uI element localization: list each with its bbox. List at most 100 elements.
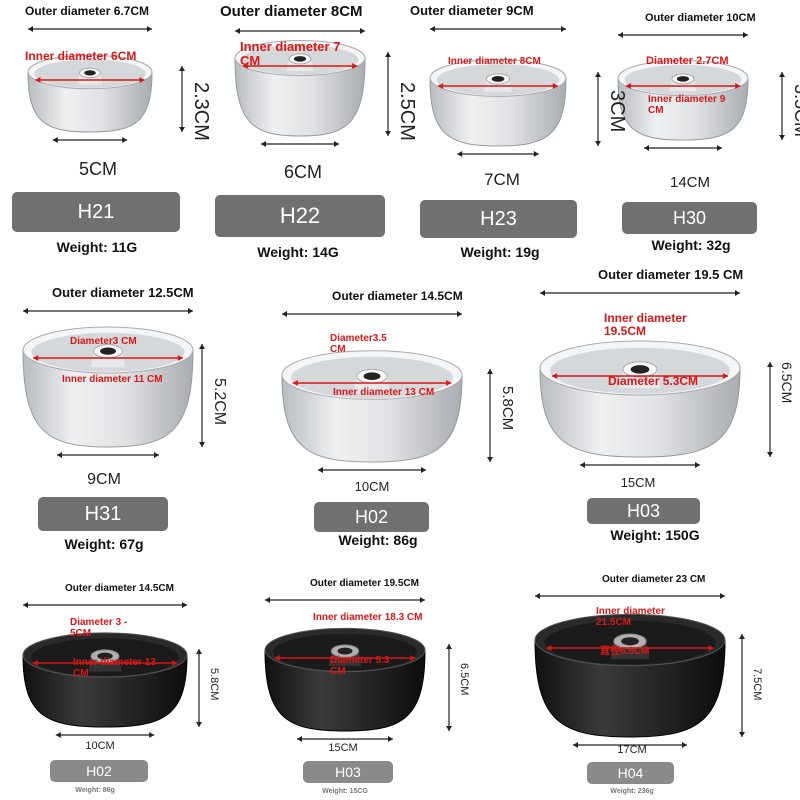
arrow-head	[235, 28, 240, 34]
arrow-head	[695, 462, 700, 468]
height: 5.2CM	[211, 378, 228, 426]
inner-diameter: Inner diameter 18.3 CM	[313, 612, 423, 623]
tube-hole	[491, 76, 505, 82]
inner-diameter: Inner diameter 7 CM	[240, 39, 341, 69]
model-code: H22	[215, 195, 385, 237]
tube-hole	[337, 647, 353, 655]
inner-diameter: Inner diameter 21.5CM	[596, 606, 665, 628]
arrow-head	[438, 83, 444, 89]
arrow-head	[188, 308, 193, 314]
weight: Weight: 32g	[651, 237, 731, 253]
outer-diameter: Outer diameter 10CM	[645, 12, 756, 24]
arrow-head	[282, 311, 287, 317]
arrow-head	[385, 131, 391, 136]
arrow-head	[352, 63, 358, 69]
inner-diameter: Inner diameter 8CM	[448, 56, 541, 67]
arrow-head	[360, 28, 365, 34]
arrow-head	[274, 655, 280, 661]
model-code: H31	[38, 497, 168, 531]
arrow-head	[739, 732, 745, 737]
model-code: H02	[314, 502, 429, 532]
arrow-head	[388, 736, 393, 742]
tube-diameter: Diameter3.5 CM	[330, 333, 387, 355]
arrow-head	[334, 141, 339, 147]
arrow-head	[487, 369, 493, 374]
arrow-head	[149, 732, 155, 738]
arrow-head	[154, 452, 159, 458]
arrow-head	[199, 344, 205, 349]
tube-diameter: Diameter 5.3 CM	[330, 655, 390, 677]
arrow-head	[35, 77, 41, 83]
outer-diameter: Outer diameter 6.7CM	[25, 4, 150, 18]
height: 2.5CM	[396, 82, 418, 141]
arrow-head	[644, 145, 649, 151]
arrow-head	[242, 63, 248, 69]
tube-hole	[97, 652, 113, 660]
bottom-diameter: 9CM	[87, 471, 121, 488]
inner-diameter: Inner diameter 13 CM	[73, 657, 156, 679]
arrow-head	[779, 72, 785, 77]
inner-diameter: Inner diameter 9 CM	[648, 94, 726, 116]
arrow-head	[717, 145, 722, 151]
tube-diameter: Diameter3 CM	[70, 336, 137, 347]
bottom-diameter: 14CM	[669, 174, 711, 191]
arrow-head	[199, 442, 205, 447]
arrow-head	[52, 137, 58, 143]
arrow-head	[122, 137, 128, 143]
arrow-head	[595, 72, 601, 77]
bottom-diameter: 15CM	[328, 742, 358, 754]
model-code: H03	[587, 498, 700, 524]
arrow-head	[385, 52, 391, 57]
pan-body	[534, 639, 726, 738]
arrow-head	[561, 26, 566, 32]
arrow-head	[297, 736, 302, 742]
arrow-head	[446, 726, 452, 731]
arrow-head	[177, 355, 183, 361]
arrow-head	[779, 135, 785, 140]
arrow-head	[573, 742, 578, 748]
weight: Weight: 86g	[338, 532, 418, 548]
weight: Weight: 236g	[610, 788, 654, 795]
arrow-head	[196, 722, 202, 727]
arrow-head	[535, 593, 540, 599]
arrow-head	[421, 467, 426, 473]
bottom-diameter: 17CM	[617, 744, 647, 756]
inner-diameter: Inner diameter 13 CM	[333, 387, 435, 398]
bottom-diameter: 15CM	[620, 475, 656, 490]
tube-diameter: Diameter 3 - 5CM	[70, 617, 128, 639]
arrow-head	[487, 457, 493, 462]
arrow-head	[147, 26, 152, 32]
arrow-head	[32, 660, 38, 666]
bottom-diameter: 5CM	[78, 159, 118, 179]
weight: Weight: 11G	[56, 239, 138, 255]
weight: Weight: 67g	[64, 536, 144, 552]
pan-body	[281, 374, 463, 463]
arrow-head	[410, 655, 416, 661]
arrow-head	[618, 32, 623, 38]
arrow-head	[540, 290, 545, 296]
arrow-head	[735, 83, 741, 89]
arrow-head	[446, 380, 452, 386]
arrow-head	[179, 66, 185, 71]
outer-diameter: Outer diameter 19.5 CM	[598, 267, 744, 282]
arrow-head	[23, 602, 28, 608]
weight: Weight: 86g	[75, 787, 115, 794]
model-code: H23	[420, 200, 577, 238]
arrow-head	[265, 597, 270, 603]
arrow-head	[595, 141, 601, 146]
pan-body	[22, 349, 194, 448]
tube-diameter: 直径6.5CM	[600, 646, 650, 657]
pan-body	[429, 77, 567, 147]
bottom-diameter: 10CM	[85, 740, 115, 752]
arrow-head	[723, 373, 728, 379]
weight: Weight: 15CG	[322, 788, 368, 795]
arrow-head	[743, 32, 748, 38]
arrow-head	[23, 308, 28, 314]
arrow-head	[708, 645, 714, 651]
bottom-diameter: 10CM	[354, 479, 390, 494]
arrow-head	[430, 26, 435, 32]
arrow-head	[318, 467, 323, 473]
arrow-head	[172, 660, 178, 666]
